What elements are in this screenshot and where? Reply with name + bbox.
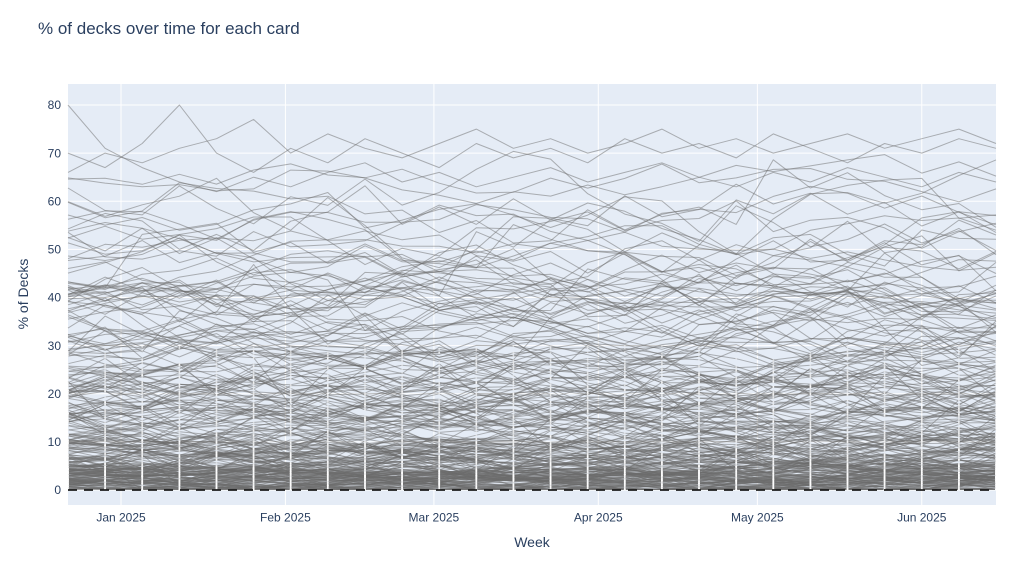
card-series-line (67, 349, 997, 434)
y-tick-label: 70 (48, 146, 62, 160)
card-series-line (67, 454, 997, 487)
x-axis: Jan 2025 Feb 2025 Mar 2025 Apr 2025 May … (96, 511, 946, 525)
y-tick-label: 20 (48, 387, 62, 401)
y-tick-label: 40 (48, 291, 62, 305)
y-tick-label: 80 (48, 98, 62, 112)
card-series-line (67, 387, 997, 432)
card-series-line (67, 367, 997, 447)
card-series-line (67, 472, 997, 487)
x-tick-label: Feb 2025 (260, 511, 311, 525)
card-series-line (67, 185, 997, 240)
card-series-line (67, 279, 997, 316)
card-series-line (67, 211, 997, 285)
card-series-line (67, 326, 997, 382)
x-tick-label: Jan 2025 (96, 511, 146, 525)
card-series-line (67, 332, 997, 366)
x-tick-label: Jun 2025 (897, 511, 947, 525)
card-series-line (67, 219, 997, 308)
x-tick-label: Mar 2025 (409, 511, 460, 525)
card-series-line (67, 357, 997, 388)
card-series-line (67, 378, 997, 421)
card-series-line (67, 267, 997, 356)
card-series-line (67, 163, 997, 203)
card-series-line (67, 391, 997, 432)
card-series-line (67, 262, 997, 331)
card-series-line (67, 287, 997, 351)
card-series-line (67, 200, 997, 266)
card-series-line (67, 287, 997, 361)
card-series-line (67, 104, 997, 193)
card-series-line (67, 266, 997, 310)
card-series-line (67, 381, 997, 428)
card-series-line (67, 394, 997, 451)
card-series-line (67, 211, 997, 289)
card-series-line (67, 419, 997, 461)
card-series-line (67, 460, 997, 477)
card-series-line (67, 204, 997, 273)
card-series-line (67, 323, 997, 367)
card-series-line (67, 320, 997, 375)
card-series-line (67, 409, 997, 456)
card-series-line (67, 177, 997, 255)
card-series-line (67, 411, 997, 465)
card-series-line (67, 215, 997, 255)
card-series-line (67, 363, 997, 414)
series-lines (67, 104, 997, 490)
y-tick-label: 10 (48, 435, 62, 449)
card-series-line (67, 268, 997, 345)
y-tick-label: 50 (48, 243, 62, 257)
card-series-line (67, 369, 997, 418)
card-series-line (67, 399, 997, 428)
card-series-line (67, 234, 997, 307)
chart-title: % of decks over time for each card (38, 19, 300, 38)
card-series-line (67, 403, 997, 437)
card-series-line (67, 301, 997, 366)
card-series-line (67, 472, 997, 490)
card-series-line (67, 438, 997, 477)
card-series-line (67, 252, 997, 310)
x-axis-title: Week (514, 534, 551, 550)
card-series-line (67, 420, 997, 450)
card-series-line (67, 347, 997, 441)
card-series-line (67, 367, 997, 413)
card-series-line (67, 395, 997, 460)
card-series-line (67, 412, 997, 439)
card-series-line (67, 269, 997, 330)
card-series-line (67, 364, 997, 407)
card-series-line (67, 363, 997, 404)
card-series-line (67, 222, 997, 337)
card-series-line (67, 375, 997, 405)
y-axis: 0 10 20 30 40 50 60 70 80 (48, 98, 62, 497)
card-series-line (67, 329, 997, 395)
card-series-line (67, 269, 997, 330)
card-series-line (67, 354, 997, 408)
card-series-line (68, 455, 997, 478)
card-series-line (67, 225, 997, 271)
y-tick-label: 30 (48, 339, 62, 353)
card-series-line (67, 230, 997, 293)
card-series-line (67, 426, 997, 463)
x-tick-label: Apr 2025 (574, 511, 623, 525)
card-series-line (67, 104, 997, 173)
x-tick-label: May 2025 (731, 511, 784, 525)
card-series-line (67, 224, 997, 277)
y-tick-label: 0 (54, 483, 61, 497)
card-series-line (67, 271, 997, 309)
card-series-line (67, 250, 997, 318)
card-series-line (67, 150, 997, 242)
card-series-line (67, 362, 997, 420)
card-series-line (67, 464, 997, 483)
y-tick-label: 60 (48, 194, 62, 208)
card-series-line (67, 434, 997, 475)
y-axis-title: % of Decks (15, 259, 31, 330)
card-series-line (67, 393, 997, 431)
card-series-line (67, 443, 997, 464)
card-series-line (67, 118, 997, 173)
card-series-line (67, 340, 997, 391)
card-series-line (67, 177, 997, 269)
card-series-line (67, 345, 997, 415)
